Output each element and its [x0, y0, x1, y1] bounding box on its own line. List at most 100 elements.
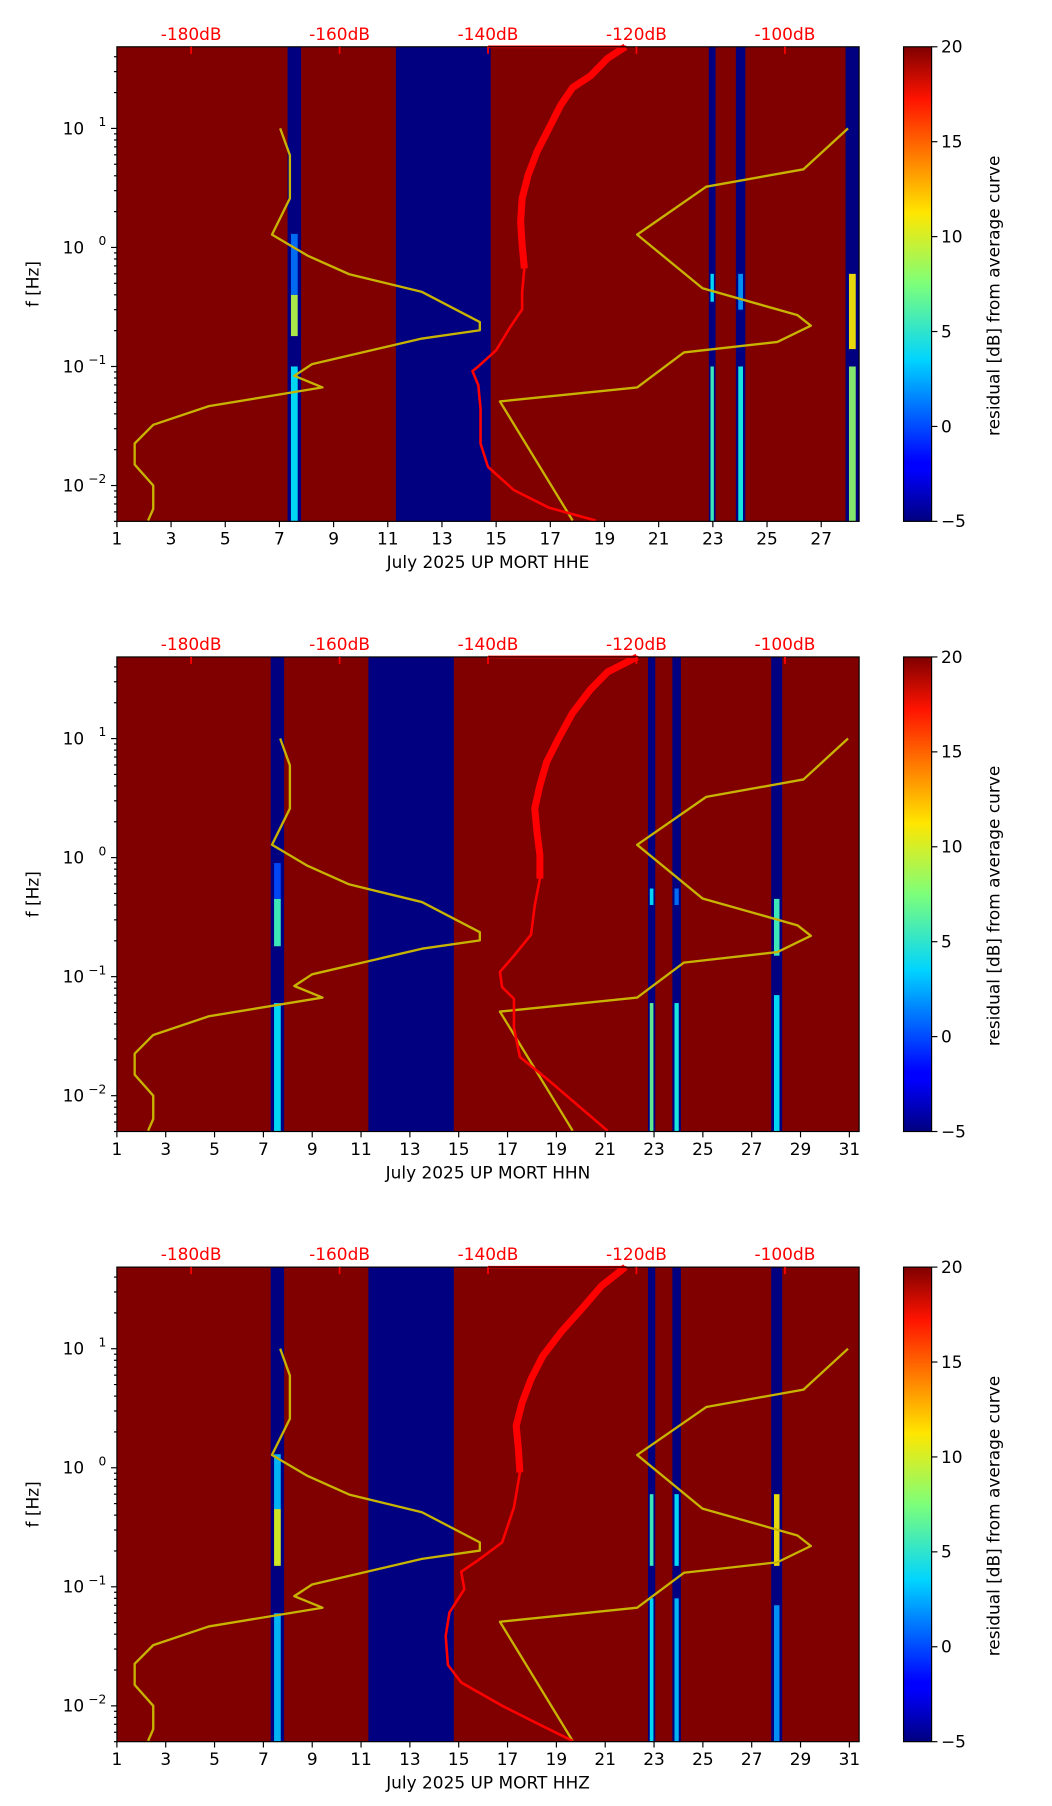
colorbar-tick-label: −5	[941, 1121, 966, 1141]
colorbar-tick-label: 10	[941, 226, 963, 246]
low-noise-model-curve	[133, 738, 481, 1132]
y-tick-exponent: −2	[88, 472, 106, 486]
x-tick-label: 9	[328, 529, 339, 549]
top-db-tick-label: -120dB	[606, 1244, 667, 1264]
colorbar-tick-label: −5	[941, 1732, 966, 1752]
colorbar-tick-label: 0	[941, 416, 952, 436]
colorbar-tick-label: −5	[941, 511, 966, 531]
x-axis-label: July 2025 UP MORT HHE	[386, 552, 590, 572]
y-tick-label: 10	[63, 1339, 85, 1359]
low-residual-band	[368, 656, 454, 1132]
y-tick-exponent: 0	[99, 844, 107, 858]
y-tick-label: 10	[63, 475, 85, 495]
colorbar-tick-label: 15	[941, 132, 963, 152]
x-tick-label: 5	[209, 1749, 220, 1769]
x-tick-label: 19	[594, 529, 616, 549]
residual-patch	[674, 1494, 679, 1566]
x-tick-label: 25	[756, 529, 778, 549]
x-tick-label: 13	[399, 1749, 421, 1769]
x-tick-label: 31	[839, 1139, 861, 1159]
residual-patch	[738, 273, 743, 310]
x-tick-label: 15	[485, 529, 507, 549]
x-tick-label: 23	[702, 529, 724, 549]
x-tick-label: 29	[790, 1749, 812, 1769]
x-tick-label: 17	[497, 1749, 519, 1769]
x-tick-label: 13	[431, 529, 453, 549]
top-db-tick-label: -180dB	[161, 1244, 222, 1264]
x-tick-label: 29	[790, 1139, 812, 1159]
x-tick-label: 13	[399, 1139, 421, 1159]
residual-patch	[710, 366, 714, 522]
residual-patch	[674, 888, 679, 905]
top-db-tick-label: -140dB	[458, 24, 519, 44]
y-tick-exponent: −2	[88, 1693, 106, 1707]
y-tick-exponent: −1	[88, 353, 106, 367]
top-db-tick-label: -140dB	[458, 634, 519, 654]
top-db-tick-label: -100dB	[755, 634, 816, 654]
x-tick-label: 7	[258, 1749, 269, 1769]
x-tick-label: 15	[448, 1139, 470, 1159]
x-tick-label: 9	[307, 1139, 318, 1159]
x-tick-label: 21	[594, 1139, 616, 1159]
y-tick-exponent: 1	[99, 725, 107, 739]
x-tick-label: 1	[111, 1749, 122, 1769]
x-tick-label: 19	[546, 1139, 568, 1159]
heatmap-background	[116, 1267, 860, 1742]
x-tick-label: 5	[220, 529, 231, 549]
x-tick-label: 11	[350, 1139, 372, 1159]
mean-psd-spread	[512, 1264, 628, 1473]
x-tick-label: 17	[497, 1139, 519, 1159]
residual-patch	[649, 1003, 654, 1132]
residual-patch	[274, 1454, 281, 1510]
y-tick-exponent: 1	[99, 115, 107, 129]
residual-patch	[290, 366, 298, 522]
residual-patch	[773, 898, 780, 956]
x-tick-label: 1	[111, 1139, 122, 1159]
residual-patch	[274, 863, 281, 899]
residual-patch	[674, 1003, 679, 1132]
colorbar-tick-label: 0	[941, 1026, 952, 1046]
colorbar	[902, 46, 933, 522]
y-tick-label: 10	[63, 847, 85, 867]
residual-patch	[674, 1598, 679, 1742]
x-axis-label: July 2025 UP MORT HHZ	[385, 1772, 590, 1792]
colorbar-tick-label: 5	[941, 321, 952, 341]
top-db-tick-label: -120dB	[606, 24, 667, 44]
top-db-tick-label: -100dB	[755, 24, 816, 44]
x-tick-label: 3	[166, 529, 177, 549]
colorbar	[902, 1266, 933, 1743]
high-noise-model-curve	[498, 1347, 849, 1742]
residual-patch	[649, 1598, 654, 1742]
top-db-tick-label: -180dB	[161, 24, 222, 44]
y-axis-label: f [Hz]	[23, 871, 43, 917]
y-tick-label: 10	[63, 237, 85, 257]
mean-psd-spread	[531, 653, 639, 879]
residual-patch	[848, 273, 856, 350]
top-db-tick-label: -140dB	[458, 1244, 519, 1264]
x-tick-label: 21	[648, 529, 670, 549]
x-tick-label: 27	[741, 1749, 763, 1769]
x-tick-label: 5	[209, 1139, 220, 1159]
y-tick-label: 10	[63, 1696, 85, 1716]
y-tick-label: 10	[63, 966, 85, 986]
colorbar-tick-label: 15	[941, 742, 963, 762]
y-tick-label: 10	[63, 728, 85, 748]
colorbar-tick-label: 5	[941, 932, 952, 952]
residual-patch	[290, 233, 298, 295]
x-tick-label: 15	[448, 1749, 470, 1769]
residual-patch	[274, 1509, 281, 1566]
y-tick-label: 10	[63, 1458, 85, 1478]
y-axis-label: f [Hz]	[23, 1481, 43, 1527]
colorbar-tick-label: 20	[941, 647, 963, 667]
x-tick-label: 11	[377, 529, 399, 549]
x-tick-label: 3	[160, 1139, 171, 1159]
x-tick-label: 25	[692, 1139, 714, 1159]
low-residual-band	[368, 1267, 454, 1742]
colorbar-tick-label: 20	[941, 37, 963, 57]
colorbar-tick-label: 5	[941, 1542, 952, 1562]
residual-patch	[773, 1605, 780, 1742]
y-axis-label: f [Hz]	[23, 261, 43, 307]
x-tick-label: 1	[111, 529, 122, 549]
